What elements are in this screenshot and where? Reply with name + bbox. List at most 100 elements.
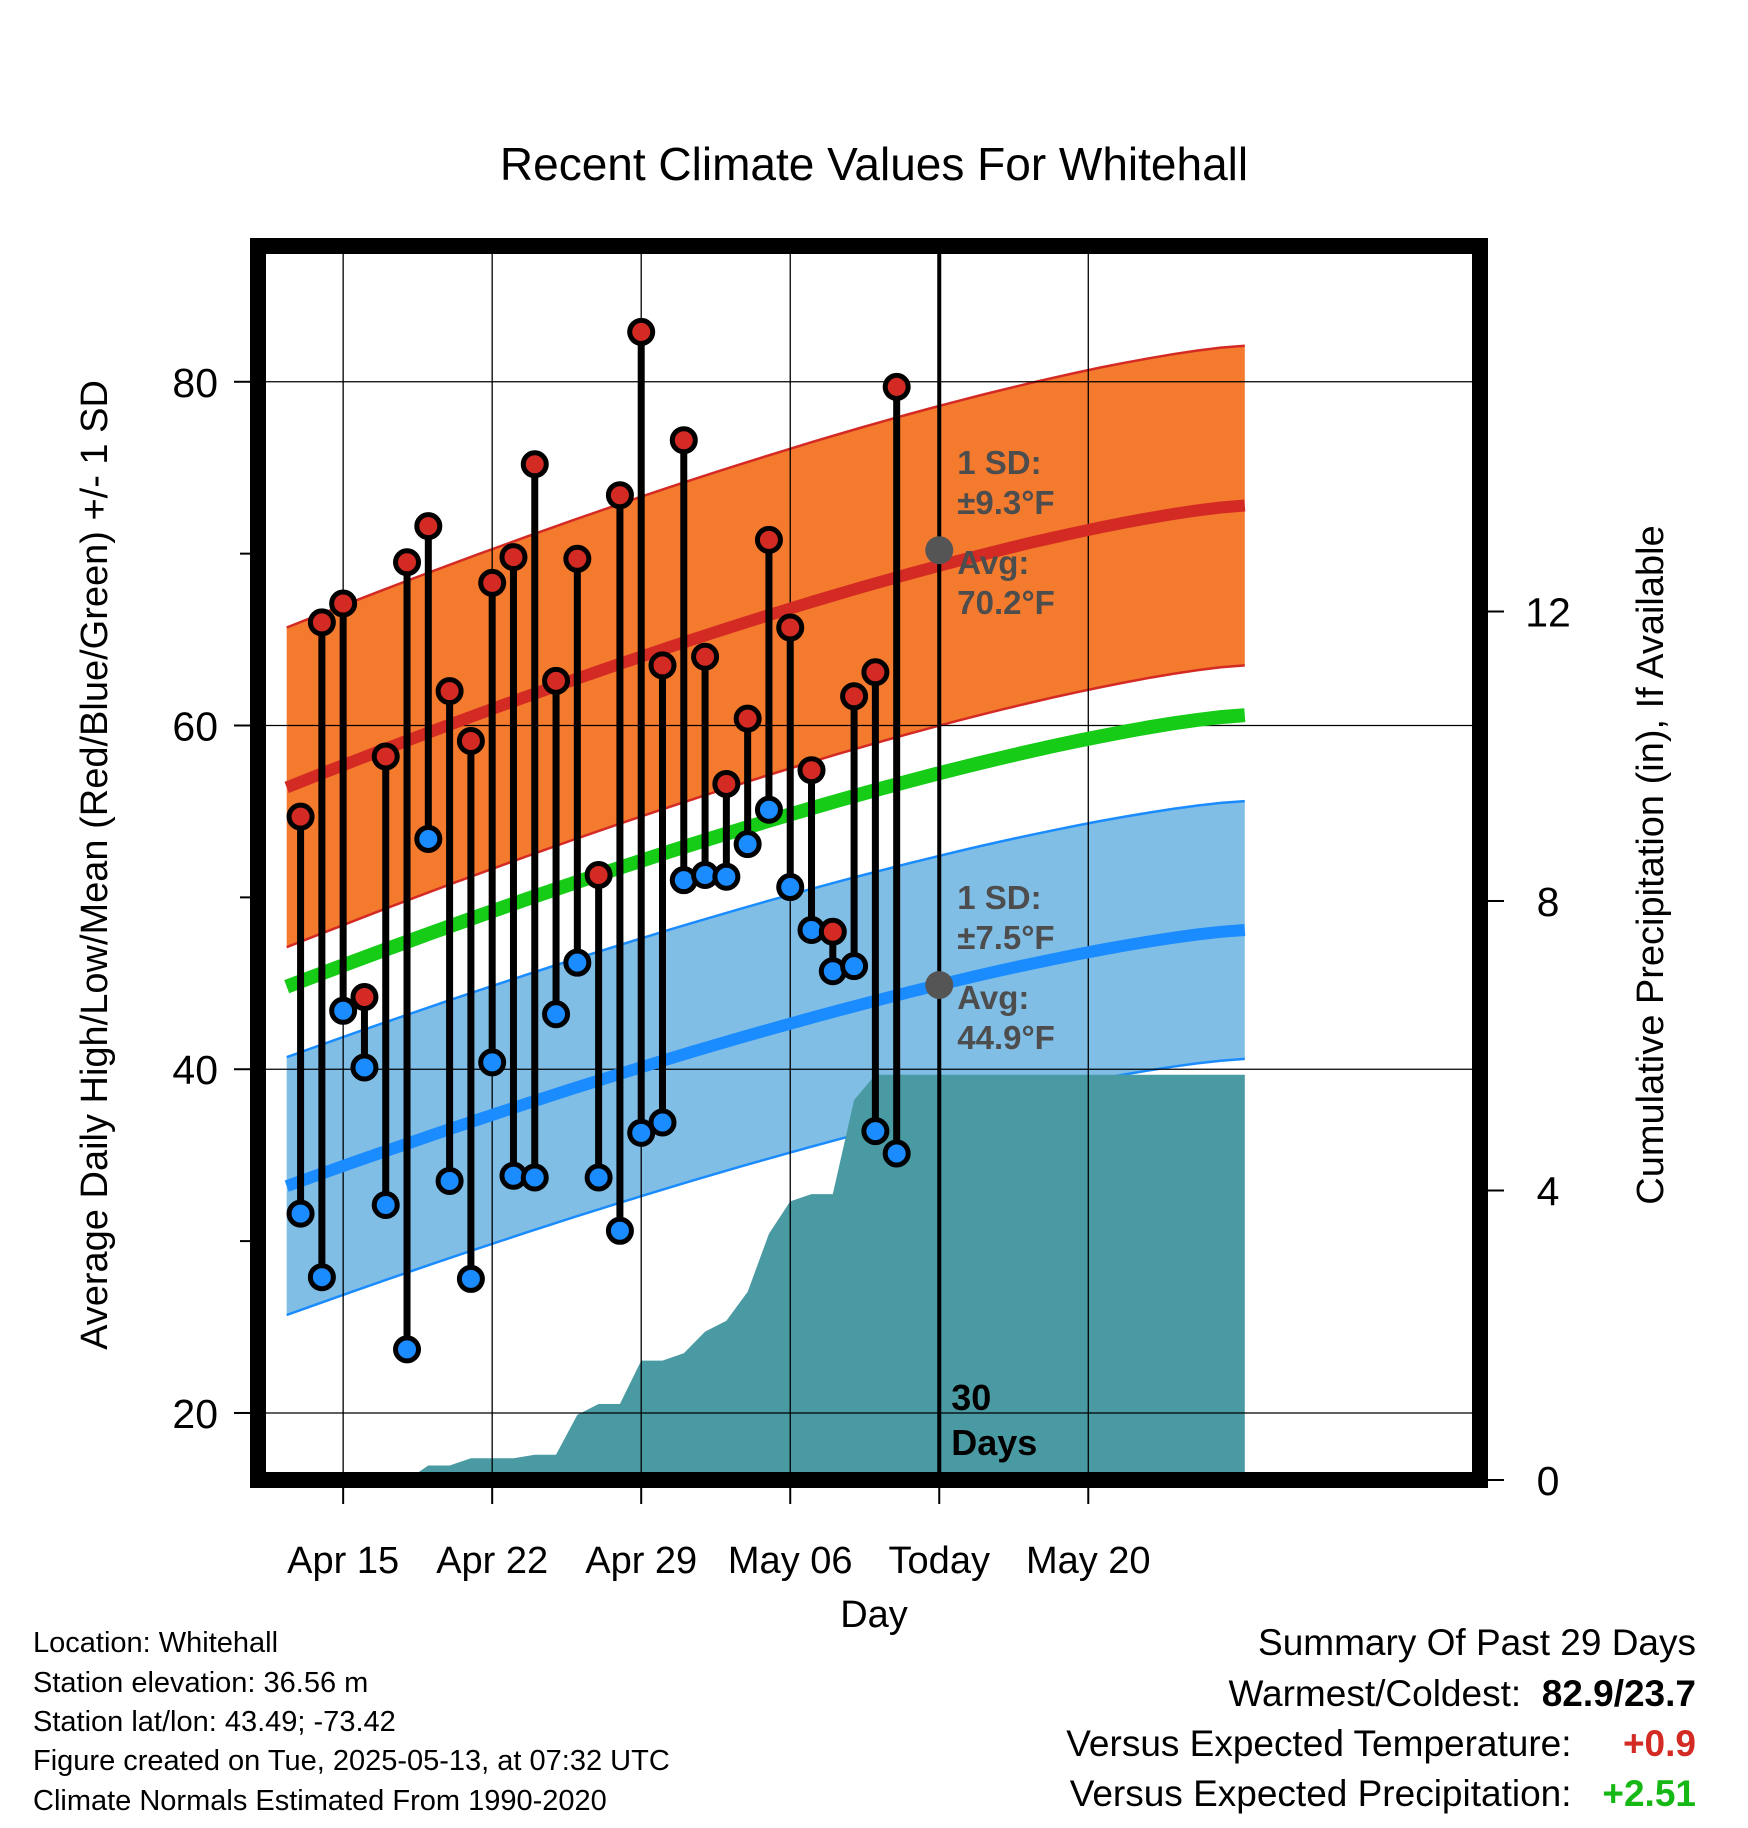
high-sd-label: 1 SD:	[957, 444, 1041, 481]
daily-high-point-12	[542, 666, 571, 695]
daily-low-point-12	[542, 1000, 571, 1029]
warmest-value: 82.9/23.7	[1541, 1673, 1696, 1714]
x-tick-label-5: May 20	[1026, 1540, 1151, 1582]
normals-period-text: Climate Normals Estimated From 1990-2020	[33, 1785, 607, 1817]
daily-low-point-23	[776, 873, 805, 902]
y-left-tick-label-0: 20	[172, 1391, 218, 1437]
y-axis-left-label: Average Daily High/Low/Mean (Red/Blue/Gr…	[74, 380, 116, 1350]
x-tick-label-4: Today	[889, 1540, 990, 1582]
x-tick-label-2: Apr 29	[585, 1540, 697, 1582]
precip-anomaly-label: Versus Expected Precipitation:	[1069, 1773, 1572, 1814]
daily-high-point-4	[371, 742, 400, 771]
created-text: Figure created on Tue, 2025-05-13, at 07…	[33, 1745, 670, 1777]
daily-high-point-16	[627, 317, 656, 346]
daily-low-point-26	[840, 952, 869, 981]
elevation-text: Station elevation: 36.56 m	[33, 1667, 369, 1699]
temp-anomaly-value: +0.9	[1622, 1723, 1696, 1764]
daily-high-point-24	[797, 756, 826, 785]
daily-low-point-1	[307, 1263, 336, 1292]
daily-low-point-3	[350, 1053, 379, 1082]
today-low-average-marker	[925, 971, 954, 1000]
daily-low-point-22	[754, 795, 783, 824]
daily-high-point-27	[861, 658, 890, 687]
y-right-tick-label-1: 4	[1537, 1168, 1560, 1214]
low-sd-value: ±7.5°F	[957, 919, 1054, 956]
daily-high-point-15	[605, 481, 634, 510]
daily-low-point-5	[393, 1335, 422, 1364]
latlon-text: Station lat/lon: 43.49; -73.42	[33, 1706, 396, 1738]
x-tick-label-1: Apr 22	[436, 1540, 548, 1582]
daily-high-point-19	[691, 642, 720, 671]
low-avg-value: 44.9°F	[957, 1019, 1055, 1056]
daily-low-point-9	[478, 1048, 507, 1077]
y-left-tick-label-1: 40	[172, 1047, 218, 1093]
y-left-tick-label-3: 80	[172, 360, 218, 406]
daily-high-point-22	[754, 525, 783, 554]
x-tick-label-0: Apr 15	[287, 1540, 399, 1582]
daily-low-point-20	[712, 862, 741, 891]
daily-low-point-4	[371, 1191, 400, 1220]
daily-high-point-18	[669, 426, 698, 455]
plot-frame	[250, 238, 1488, 1488]
daily-high-point-25	[818, 917, 847, 946]
low-sd-label: 1 SD:	[957, 879, 1041, 916]
high-sd-value: ±9.3°F	[957, 484, 1054, 521]
daily-low-point-14	[584, 1163, 613, 1192]
summary-title: Summary Of Past 29 Days	[1258, 1622, 1696, 1663]
daily-low-point-6	[414, 824, 443, 853]
daily-high-point-0	[286, 802, 315, 831]
cumulative-precipitation-area	[286, 1074, 1245, 1480]
today-days-label: Days	[951, 1422, 1037, 1463]
daily-low-point-15	[605, 1216, 634, 1245]
daily-high-point-28	[882, 372, 911, 401]
daily-high-point-6	[414, 512, 443, 541]
daily-low-point-11	[520, 1163, 549, 1192]
daily-high-point-26	[840, 682, 869, 711]
y-right-tick-label-0: 0	[1537, 1458, 1560, 1504]
daily-high-point-3	[350, 983, 379, 1012]
daily-low-point-2	[329, 996, 358, 1025]
daily-high-point-7	[435, 677, 464, 706]
low-avg-label: Avg:	[957, 979, 1029, 1016]
y-left-tick-label-2: 60	[172, 704, 218, 750]
daily-low-point-21	[733, 830, 762, 859]
today-days-count: 30	[951, 1377, 991, 1418]
daily-low-point-17	[648, 1108, 677, 1137]
high-band-upper-edge	[286, 344, 1245, 629]
daily-low-point-8	[456, 1264, 485, 1293]
daily-high-point-1	[307, 608, 336, 637]
daily-high-point-8	[456, 726, 485, 755]
daily-high-point-10	[499, 543, 528, 572]
daily-high-point-20	[712, 769, 741, 798]
daily-high-point-5	[393, 548, 422, 577]
daily-low-point-16	[627, 1118, 656, 1147]
today-high-average-marker	[925, 536, 954, 565]
summary-precip-row: Versus Expected Precipitation: +2.51	[1070, 1773, 1696, 1815]
daily-high-point-2	[329, 589, 358, 618]
daily-high-point-21	[733, 704, 762, 733]
high-avg-label: Avg:	[957, 544, 1029, 581]
y-axis-right-label: Cumulative Precipitation (in), If Availa…	[1630, 525, 1672, 1204]
daily-low-point-27	[861, 1117, 890, 1146]
daily-low-point-28	[882, 1139, 911, 1168]
daily-high-point-17	[648, 651, 677, 680]
x-tick-label-3: May 06	[728, 1540, 853, 1582]
warmest-label: Warmest/Coldest:	[1228, 1673, 1522, 1714]
daily-low-point-13	[563, 948, 592, 977]
daily-low-point-7	[435, 1166, 464, 1195]
high-avg-value: 70.2°F	[957, 584, 1055, 621]
daily-high-point-23	[776, 613, 805, 642]
location-text: Location: Whitehall	[33, 1627, 279, 1659]
summary-warmest-row: Warmest/Coldest: 82.9/23.7	[1228, 1673, 1696, 1715]
y-right-tick-label-3: 12	[1525, 589, 1571, 635]
x-axis-label: Day	[840, 1594, 908, 1636]
precip-anomaly-value: +2.51	[1602, 1773, 1696, 1814]
daily-high-point-13	[563, 544, 592, 573]
daily-high-point-9	[478, 568, 507, 597]
temp-anomaly-label: Versus Expected Temperature:	[1066, 1723, 1572, 1764]
summary-temp-row: Versus Expected Temperature: +0.9	[1066, 1723, 1696, 1765]
daily-high-point-11	[520, 450, 549, 479]
daily-high-point-14	[584, 861, 613, 890]
